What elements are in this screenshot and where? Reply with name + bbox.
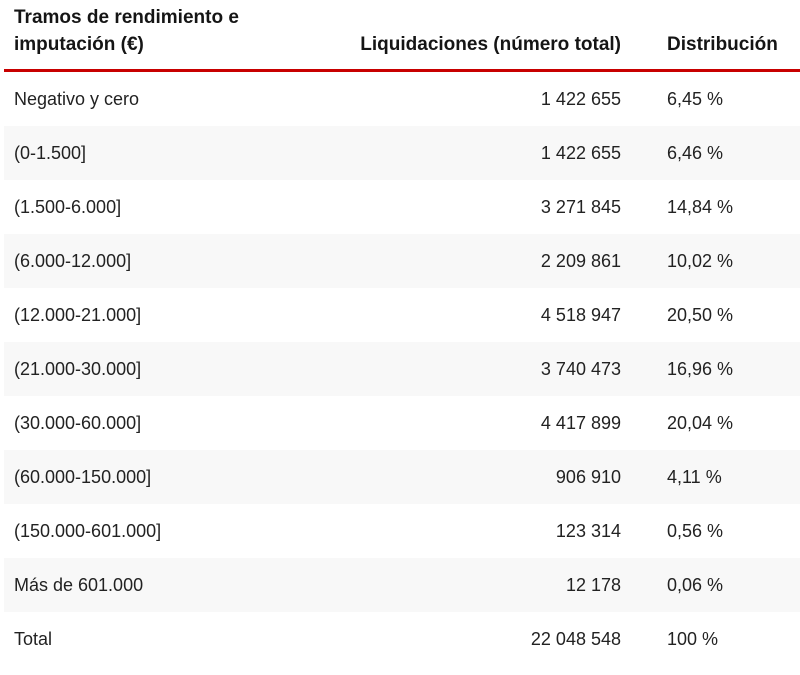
- liquidaciones-cell: 3 740 473: [540, 359, 621, 379]
- liquidaciones-cell: 3 271 845: [540, 197, 621, 217]
- table-header: Tramos de rendimiento e imputación (€) L…: [4, 0, 800, 72]
- tramo-cell: (1.500-6.000]: [14, 197, 122, 217]
- table-row: (0-1.500] 1 422 655 6,46 %: [4, 126, 800, 180]
- distribucion-cell: 10,02 %: [667, 251, 734, 271]
- tramo-cell: Negativo y cero: [14, 89, 140, 109]
- liquidaciones-cell: 2 209 861: [540, 251, 621, 271]
- liquidaciones-cell-total: 22 048 548: [530, 629, 621, 649]
- tramo-cell: (12.000-21.000]: [14, 305, 142, 325]
- table-row: Negativo y cero 1 422 655 6,45 %: [4, 71, 800, 127]
- tramo-cell: (0-1.500]: [14, 143, 87, 163]
- distribucion-cell: 0,06 %: [667, 575, 724, 595]
- income-brackets-table: Tramos de rendimiento e imputación (€) L…: [4, 0, 800, 666]
- table-row: (60.000-150.000] 906 910 4,11 %: [4, 450, 800, 504]
- liquidaciones-cell: 12 178: [565, 575, 621, 595]
- header-row: Tramos de rendimiento e imputación (€) L…: [4, 0, 800, 72]
- distribucion-cell: 6,45 %: [667, 89, 724, 109]
- distribucion-cell: 16,96 %: [667, 359, 734, 379]
- col-header-tramos-line1: Tramos de rendimiento e: [14, 7, 239, 28]
- table-row: (12.000-21.000] 4 518 947 20,50 %: [4, 288, 800, 342]
- tramo-cell-total: Total: [14, 629, 53, 649]
- col-header-tramos-line2: imputación (€): [14, 34, 144, 55]
- distribucion-cell: 4,11 %: [667, 467, 722, 487]
- liquidaciones-cell: 1 422 655: [540, 89, 621, 109]
- liquidaciones-cell: 4 518 947: [540, 305, 621, 325]
- distribucion-cell: 20,50 %: [667, 305, 734, 325]
- tramo-cell: (6.000-12.000]: [14, 251, 132, 271]
- distribucion-cell: 0,56 %: [667, 521, 724, 541]
- tramo-cell: (21.000-30.000]: [14, 359, 142, 379]
- table-row: (1.500-6.000] 3 271 845 14,84 %: [4, 180, 800, 234]
- liquidaciones-cell: 4 417 899: [540, 413, 621, 433]
- table-row: (21.000-30.000] 3 740 473 16,96 %: [4, 342, 800, 396]
- table-row: (30.000-60.000] 4 417 899 20,04 %: [4, 396, 800, 450]
- distribucion-cell-total: 100 %: [667, 629, 719, 649]
- col-header-tramos: Tramos de rendimiento e imputación (€): [4, 0, 324, 72]
- table-row: (6.000-12.000] 2 209 861 10,02 %: [4, 234, 800, 288]
- distribucion-cell: 20,04 %: [667, 413, 734, 433]
- liquidaciones-cell: 123 314: [555, 521, 621, 541]
- col-header-distribucion: Distribución: [621, 0, 800, 72]
- tramo-cell: Más de 601.000: [14, 575, 144, 595]
- col-header-liquidaciones: Liquidaciones (número total): [324, 0, 621, 72]
- liquidaciones-cell: 906 910: [555, 467, 621, 487]
- table-row: Más de 601.000 12 178 0,06 %: [4, 558, 800, 612]
- tramo-cell: (150.000-601.000]: [14, 521, 162, 541]
- tramo-cell: (30.000-60.000]: [14, 413, 142, 433]
- distribucion-cell: 6,46 %: [667, 143, 724, 163]
- table-row-total: Total 22 048 548 100 %: [4, 612, 800, 666]
- table-row: (150.000-601.000] 123 314 0,56 %: [4, 504, 800, 558]
- tramo-cell: (60.000-150.000]: [14, 467, 152, 487]
- table-body: Negativo y cero 1 422 655 6,45 % (0-1.50…: [4, 71, 800, 667]
- liquidaciones-cell: 1 422 655: [540, 143, 621, 163]
- distribucion-cell: 14,84 %: [667, 197, 734, 217]
